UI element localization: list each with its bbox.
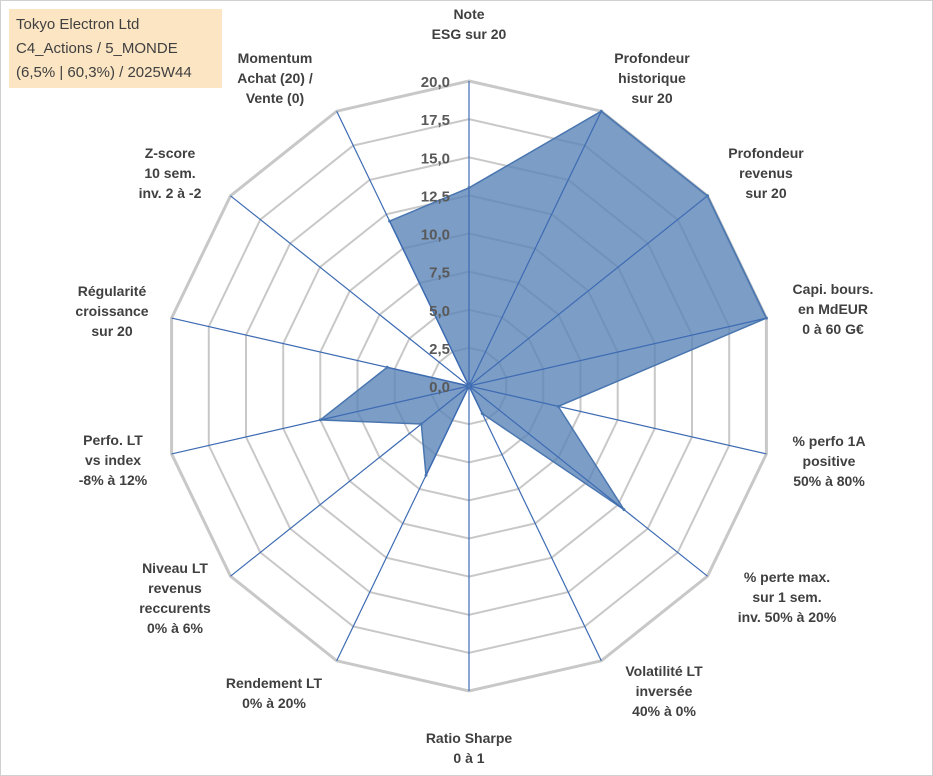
tick-label: 15,0 [421, 150, 450, 167]
axis-label: en MdEUR [798, 301, 868, 317]
axis-label: Profondeur [728, 145, 804, 161]
axis-label: croissance [75, 303, 148, 319]
tick-label: 10,0 [421, 227, 450, 244]
axis-label: Perfo. LT [83, 432, 143, 448]
axis-label: vs index [85, 452, 141, 468]
axis-label: revenus [739, 165, 793, 181]
axis-label: Volatilité LT [625, 663, 703, 679]
data-point [385, 365, 389, 369]
axis-label: Profondeur [614, 50, 690, 66]
series-area [318, 110, 768, 511]
data-point [706, 194, 709, 198]
axis-label: sur 20 [91, 323, 132, 339]
axis-label: reccurents [139, 600, 211, 616]
data-point [764, 316, 768, 320]
axis-label: revenus [148, 580, 202, 596]
axis-label: Momentum [238, 50, 313, 66]
axis-label: Capi. bours. [793, 281, 874, 297]
axis-label: 0 à 60 G€ [802, 321, 864, 337]
axis-label: 10 sem. [144, 165, 195, 181]
axis-spoke [336, 110, 470, 387]
axis-label: % perfo 1A [792, 433, 865, 449]
tick-label: 20,0 [421, 74, 450, 91]
chart-title-box: Tokyo Electron Ltd C4_Actions / 5_MONDE … [9, 9, 222, 88]
axis-label: 0% à 20% [242, 695, 306, 711]
axis-label: Achat (20) / [237, 70, 313, 86]
axis-spoke [468, 195, 708, 387]
axis-label: % perte max. [744, 569, 830, 585]
axis-label: 0% à 6% [147, 620, 204, 636]
tick-label: 0,0 [429, 379, 450, 396]
tick-label: 2,5 [429, 341, 450, 358]
data-point [467, 384, 471, 388]
data-point [467, 186, 471, 190]
axis-spoke [468, 317, 767, 387]
axis-spoke [171, 317, 470, 387]
data-point [388, 219, 392, 223]
title-line-category: C4_Actions / 5_MONDE [16, 40, 178, 57]
axis-label: Vente (0) [246, 90, 304, 106]
title-line-company: Tokyo Electron Ltd [16, 16, 140, 33]
axis-label: Rendement LT [226, 675, 323, 691]
data-point [419, 422, 423, 426]
data-point [556, 404, 560, 408]
axis-label: Z-score [145, 145, 196, 161]
axis-label: sur 20 [631, 90, 672, 106]
data-point [622, 508, 626, 512]
axis-label: ESG sur 20 [432, 26, 507, 42]
tick-label: 12,5 [421, 188, 450, 205]
axis-label: Niveau LT [142, 560, 208, 576]
axis-label: Ratio Sharpe [426, 730, 513, 746]
axis-spoke [336, 385, 470, 662]
axis-spoke [468, 385, 708, 577]
axis-label: sur 1 sem. [752, 589, 821, 605]
tick-label: 5,0 [429, 303, 450, 320]
axis-spoke [468, 385, 767, 455]
data-point [480, 412, 484, 415]
axis-label: 0 à 1 [453, 750, 484, 766]
data-point [318, 418, 322, 422]
title-line-stats: (6,5% | 60,3%) / 2025W44 [16, 64, 192, 81]
axis-label: historique [618, 70, 686, 86]
axis-label: sur 20 [745, 185, 786, 201]
axis-label: inv. 50% à 20% [738, 609, 837, 625]
axis-label: 40% à 0% [632, 703, 696, 719]
axis-spoke [468, 385, 602, 662]
axis-label: Note [453, 6, 484, 22]
axis-spoke [468, 110, 602, 387]
axis-label: Régularité [78, 283, 147, 299]
tick-label: 17,5 [421, 112, 450, 129]
axis-spoke [230, 195, 470, 387]
data-point [424, 473, 428, 477]
axis-label: inversée [636, 683, 693, 699]
axis-spoke [230, 385, 470, 577]
axis-label: 50% à 80% [793, 473, 865, 489]
axis-label: positive [803, 453, 856, 469]
axis-label: inv. 2 à -2 [139, 185, 202, 201]
data-point [599, 109, 603, 113]
tick-label: 7,5 [429, 265, 450, 282]
axis-label: -8% à 12% [79, 472, 148, 488]
